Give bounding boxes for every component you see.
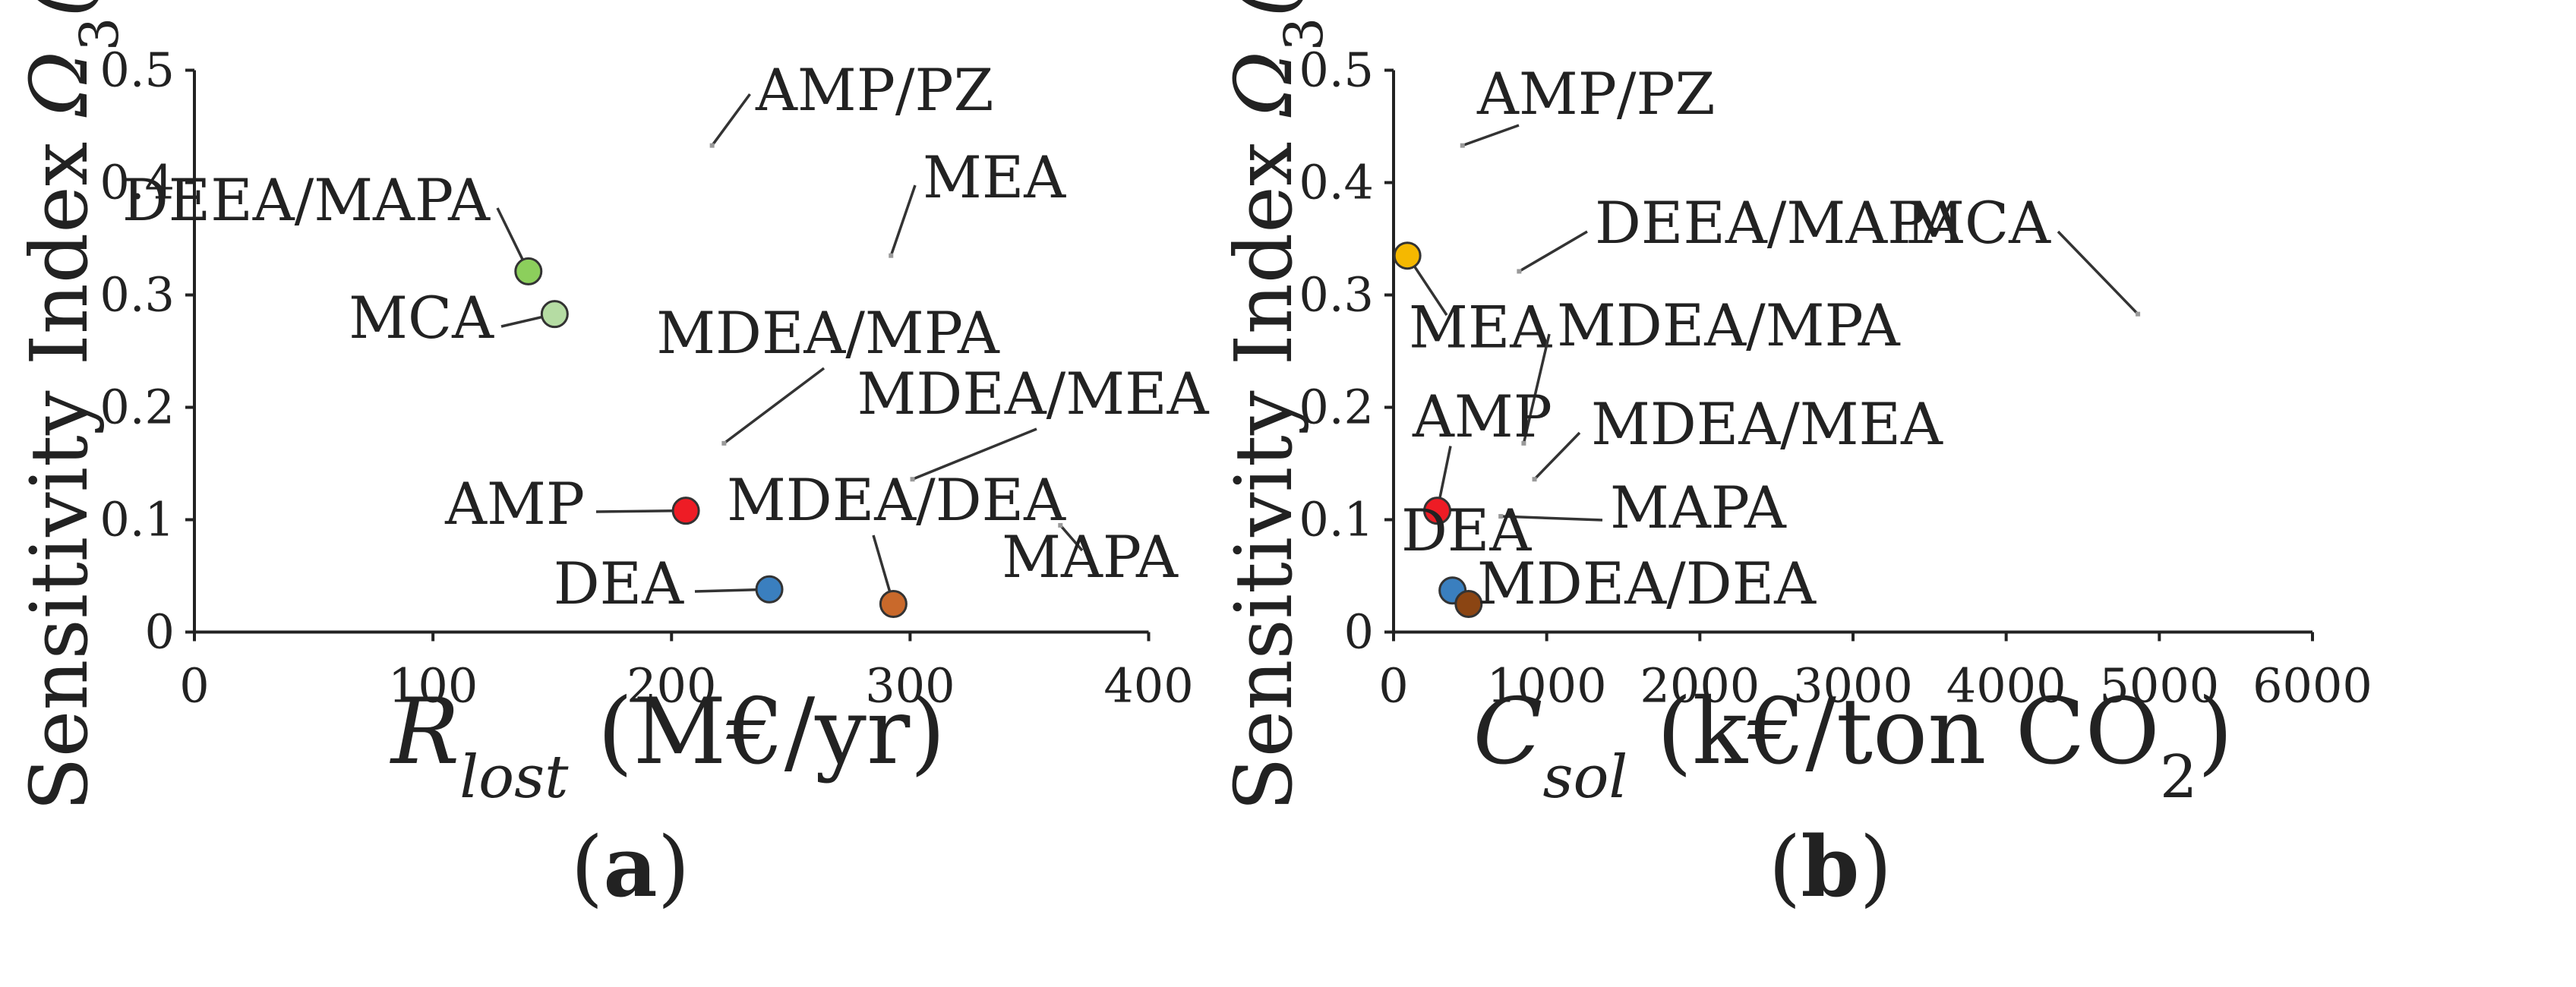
data-point <box>671 497 700 525</box>
data-point <box>1532 477 1537 482</box>
point-label: MCA <box>1905 189 2051 257</box>
leader-line <box>889 184 917 257</box>
data-point <box>1393 241 1422 270</box>
y-tick-label: 0.5 <box>99 43 175 98</box>
point-label: DEA <box>554 550 684 617</box>
data-point <box>1422 497 1451 525</box>
y-tick-label: 0.1 <box>1299 492 1374 547</box>
x-axis-label: Csol (k€/ton CO2) <box>1473 680 2233 812</box>
leader-line <box>711 93 751 147</box>
point-label: MEA <box>1409 294 1552 361</box>
data-point <box>1521 440 1526 446</box>
y-tick-label: 0.4 <box>1299 155 1374 210</box>
leader-line <box>2057 230 2139 315</box>
x-tick-label: 3000 <box>1793 658 1913 714</box>
x-tick-label: 6000 <box>2252 658 2372 714</box>
point-label: MCA <box>349 284 494 352</box>
point-label: MDEA/DEA <box>1477 550 1817 617</box>
leader-line <box>1522 333 1551 444</box>
point-label: MDEA/MEA <box>1591 390 1943 458</box>
y-tick-label: 0 <box>1344 604 1374 660</box>
leader-line <box>723 367 826 445</box>
point-label: MDEA/MEA <box>857 360 1210 427</box>
leader-line <box>1059 524 1084 552</box>
point-label: DEEA/MAPA <box>1595 189 1963 257</box>
data-point <box>910 477 915 482</box>
x-tick-label: 0 <box>179 658 209 714</box>
leader-line <box>1501 515 1603 522</box>
point-label: MEA <box>923 143 1066 211</box>
data-point <box>1460 143 1465 148</box>
data-point <box>1058 522 1063 528</box>
data-point <box>514 257 543 285</box>
data-point <box>709 143 715 148</box>
y-axis-label: Sensitivity Index Ω3(ζ′) <box>1217 0 1335 811</box>
y-tick-label: 0.3 <box>99 267 175 323</box>
x-tick-label: 300 <box>865 658 955 714</box>
y-tick-label: 0.4 <box>99 155 175 210</box>
chart-panel-b: 0 0.1 0.2 0.3 0.4 0.5 0 1000 2000 3000 4000 5000 600… <box>1217 0 2372 916</box>
data-point <box>879 590 908 618</box>
y-tick-label: 0.5 <box>1299 43 1374 98</box>
data-point <box>1498 514 1504 519</box>
point-label: DEEA/MAPA <box>122 166 491 234</box>
x-tick-label: 2000 <box>1640 658 1760 714</box>
data-point <box>1454 590 1483 618</box>
point-label: AMP/PZ <box>755 56 993 124</box>
x-tick-label: 1000 <box>1487 658 1607 714</box>
data-point <box>540 300 569 329</box>
x-tick-label: 0 <box>1378 658 1408 714</box>
x-tick-label: 5000 <box>2099 658 2219 714</box>
x-tick-label: 100 <box>388 658 478 714</box>
panel-label: (a) <box>570 818 690 916</box>
chart-panel-a: 0 0.1 0.2 0.3 0.4 0.5 0 100 200 300 400 Sensitivity… <box>13 0 1210 916</box>
y-tick-label: 0 <box>145 604 175 660</box>
point-label: AMP <box>1412 383 1552 450</box>
panel-label: (b) <box>1769 818 1893 916</box>
data-point <box>755 575 784 604</box>
leader-line <box>911 427 1037 481</box>
point-label: MAPA <box>1002 523 1179 591</box>
data-point <box>721 440 727 446</box>
point-label: DEA <box>1401 497 1532 564</box>
y-tick-label: 0.2 <box>99 380 175 435</box>
point-label: MDEA/MPA <box>1557 292 1901 359</box>
x-axis-label: Rlost (M€/yr) <box>390 680 945 812</box>
leader-line <box>1518 230 1588 273</box>
data-point <box>2136 311 2141 317</box>
data-point <box>1517 269 1522 274</box>
leader-line <box>1462 124 1520 147</box>
point-label: MAPA <box>1610 474 1787 541</box>
y-tick-label: 0.3 <box>1299 267 1374 323</box>
y-tick-label: 0.2 <box>1299 380 1374 435</box>
x-tick-label: 200 <box>627 658 716 714</box>
point-label: AMP/PZ <box>1476 60 1715 128</box>
leader-line <box>1533 431 1581 481</box>
y-tick-label: 0.1 <box>99 492 175 547</box>
x-tick-label: 400 <box>1103 658 1193 714</box>
point-label: AMP <box>444 470 585 538</box>
leader-line <box>595 509 687 513</box>
data-point <box>889 253 894 258</box>
x-tick-label: 4000 <box>1946 658 2066 714</box>
point-label: MDEA/DEA <box>727 466 1066 534</box>
point-label: MDEA/MPA <box>656 299 1000 367</box>
y-axis-label: Sensitivity Index Ω3(ζ′) <box>13 0 131 811</box>
